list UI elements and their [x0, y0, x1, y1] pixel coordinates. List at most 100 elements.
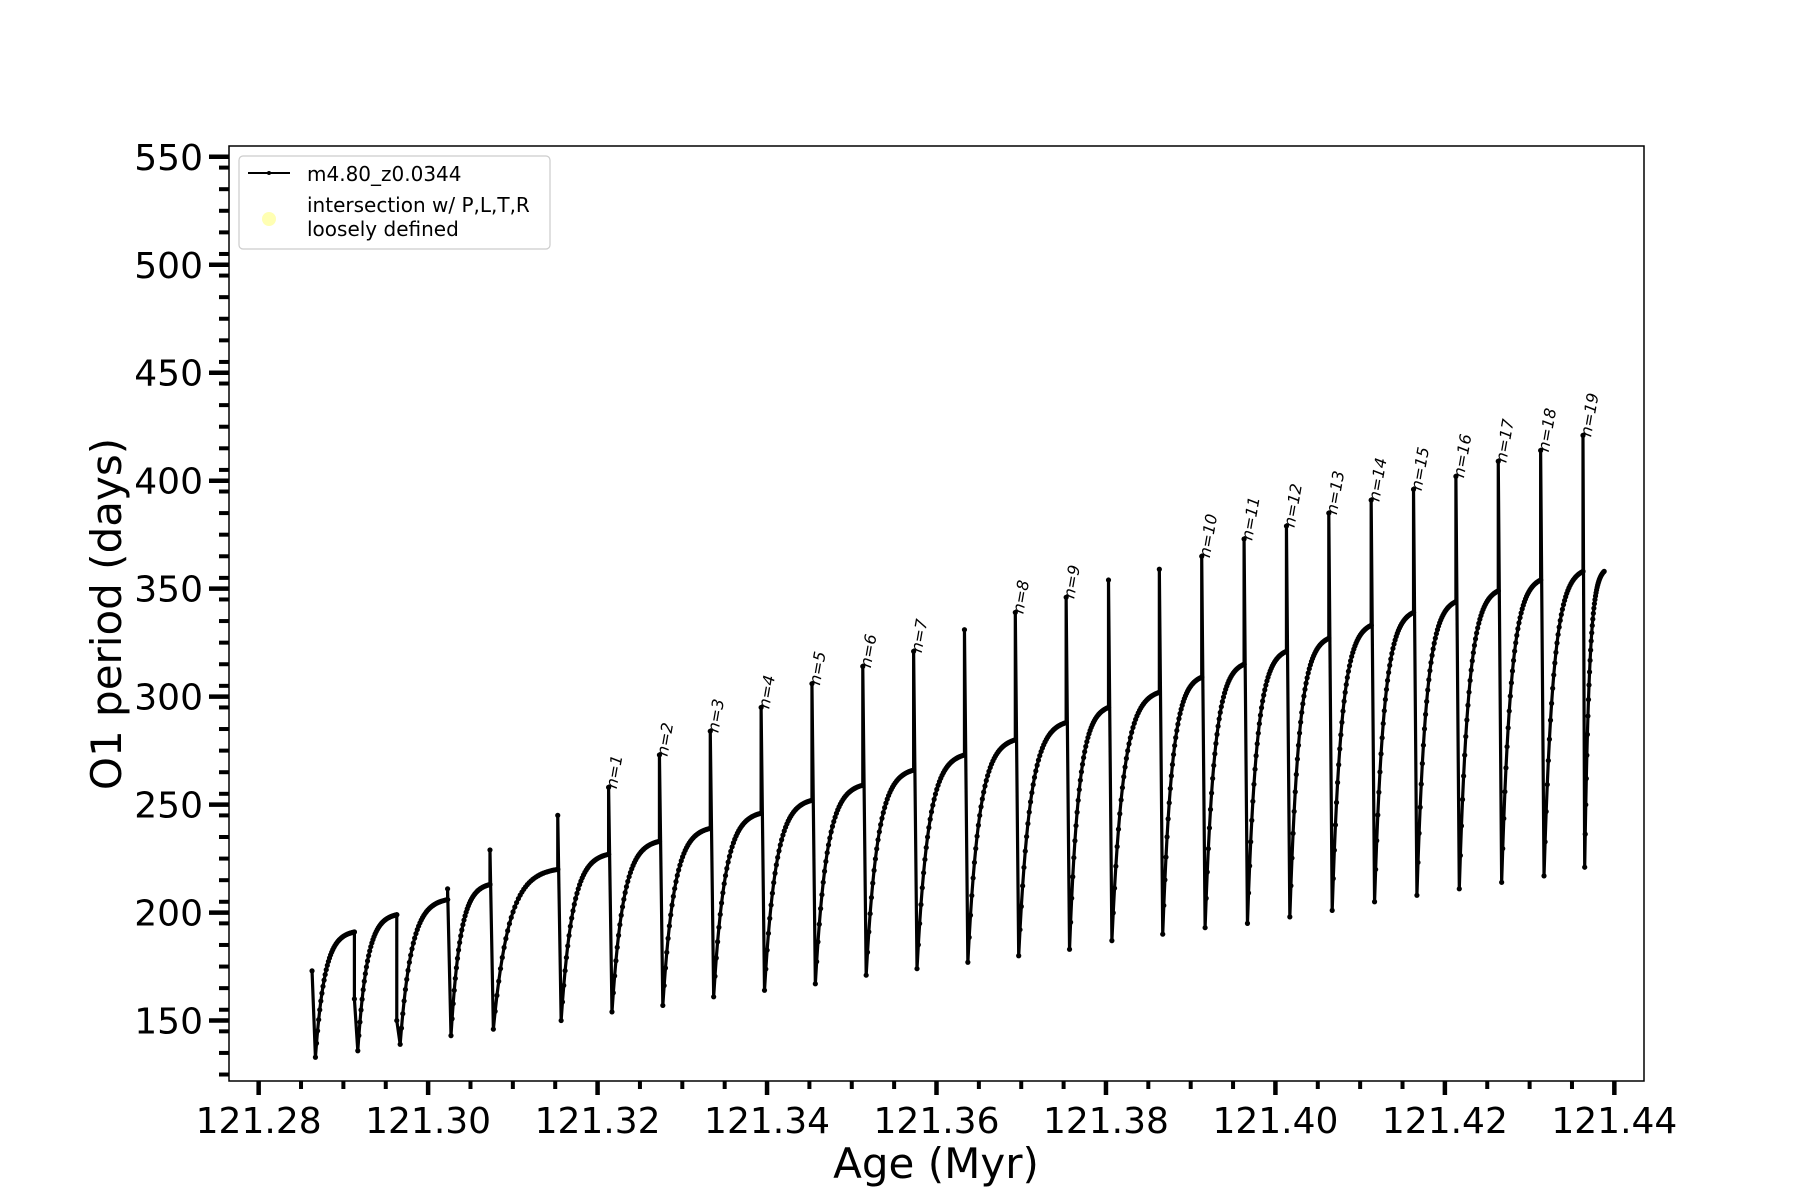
data-point: [1173, 735, 1179, 741]
data-point: [497, 966, 504, 972]
data-point: [394, 1017, 400, 1024]
data-point: [400, 1011, 406, 1017]
data-point: [1215, 723, 1221, 729]
data-point: [828, 829, 834, 835]
data-point: [1176, 716, 1182, 722]
x-tick-label: 121.36: [874, 1101, 1000, 1142]
data-point: [1556, 624, 1562, 630]
data-point: [1467, 677, 1473, 684]
data-point: [623, 884, 630, 890]
data-point: [1410, 486, 1417, 492]
data-point: [1326, 635, 1332, 641]
data-point: [1127, 735, 1133, 741]
y-tick-label: 400: [134, 462, 203, 503]
data-point: [1202, 925, 1208, 931]
data-point: [1340, 708, 1346, 714]
data-point: [1429, 652, 1435, 658]
data-point: [613, 958, 619, 964]
data-point: [726, 853, 733, 860]
data-point: [829, 823, 836, 830]
data-point: [609, 1009, 615, 1015]
data-point: [1167, 785, 1173, 792]
data-point: [1177, 711, 1183, 717]
x-tick-label: 121.28: [196, 1101, 322, 1142]
data-point: [867, 911, 873, 917]
data-point: [1375, 812, 1381, 818]
data-point: [510, 909, 516, 915]
data-point: [413, 931, 419, 937]
data-point: [656, 752, 663, 758]
data-point: [487, 847, 493, 853]
data-point: [1582, 864, 1588, 870]
data-point: [715, 939, 721, 945]
data-point: [1079, 761, 1086, 767]
data-point: [880, 810, 886, 816]
data-point: [1075, 797, 1081, 803]
data-point: [363, 964, 370, 970]
data-point: [1386, 669, 1392, 676]
data-point: [1476, 620, 1482, 626]
y-tick-label: 450: [134, 354, 203, 395]
y-tick-label: 150: [134, 1002, 203, 1043]
data-point: [398, 1025, 405, 1031]
data-point: [1584, 731, 1590, 738]
data-point: [1156, 689, 1162, 695]
data-point: [1290, 830, 1296, 836]
data-point: [1331, 847, 1337, 853]
data-point: [1294, 756, 1301, 762]
data-point: [713, 955, 719, 961]
data-point: [614, 944, 620, 950]
data-point: [677, 862, 683, 868]
data-point: [1499, 879, 1505, 885]
data-point: [1335, 779, 1341, 786]
data-point: [316, 1017, 322, 1023]
data-point: [1416, 830, 1422, 836]
data-point: [662, 965, 669, 971]
data-point: [1113, 863, 1119, 869]
data-point: [775, 854, 781, 861]
data-point: [1504, 744, 1510, 750]
data-point: [1551, 672, 1557, 678]
data-point: [1601, 568, 1607, 574]
data-point: [724, 865, 730, 872]
data-point: [320, 983, 326, 989]
data-point: [718, 900, 725, 906]
data-point: [1022, 848, 1028, 854]
data-point: [321, 977, 327, 983]
data-point: [1586, 682, 1592, 688]
data-point: [323, 967, 329, 973]
data-point: [449, 1016, 455, 1022]
data-point: [355, 1048, 361, 1054]
data-point: [505, 928, 511, 934]
data-point: [445, 897, 451, 903]
data-point: [930, 802, 936, 808]
data-point: [1296, 730, 1303, 736]
data-point: [707, 825, 713, 831]
data-point: [322, 971, 328, 978]
data-point: [673, 879, 679, 885]
data-point: [1156, 566, 1162, 572]
data-point: [1072, 838, 1078, 844]
data-point: [672, 885, 678, 892]
data-point: [860, 782, 866, 788]
data-point: [1178, 706, 1184, 712]
data-point: [661, 983, 667, 989]
data-point: [871, 867, 877, 873]
data-point: [367, 948, 373, 954]
data-point: [1210, 775, 1216, 782]
data-point: [1428, 659, 1434, 666]
data-point: [1260, 698, 1266, 704]
data-point: [610, 990, 616, 996]
data-point: [1114, 844, 1120, 850]
data-point: [656, 838, 663, 844]
data-point: [1546, 736, 1553, 742]
data-point: [967, 912, 974, 918]
data-point: [981, 789, 987, 795]
data-point: [1105, 704, 1112, 711]
data-point: [1287, 914, 1293, 920]
data-point: [1583, 775, 1589, 782]
data-point: [1431, 640, 1437, 646]
data-point: [1384, 677, 1391, 684]
data-point: [1211, 762, 1217, 769]
series-layer: [309, 432, 1607, 1060]
